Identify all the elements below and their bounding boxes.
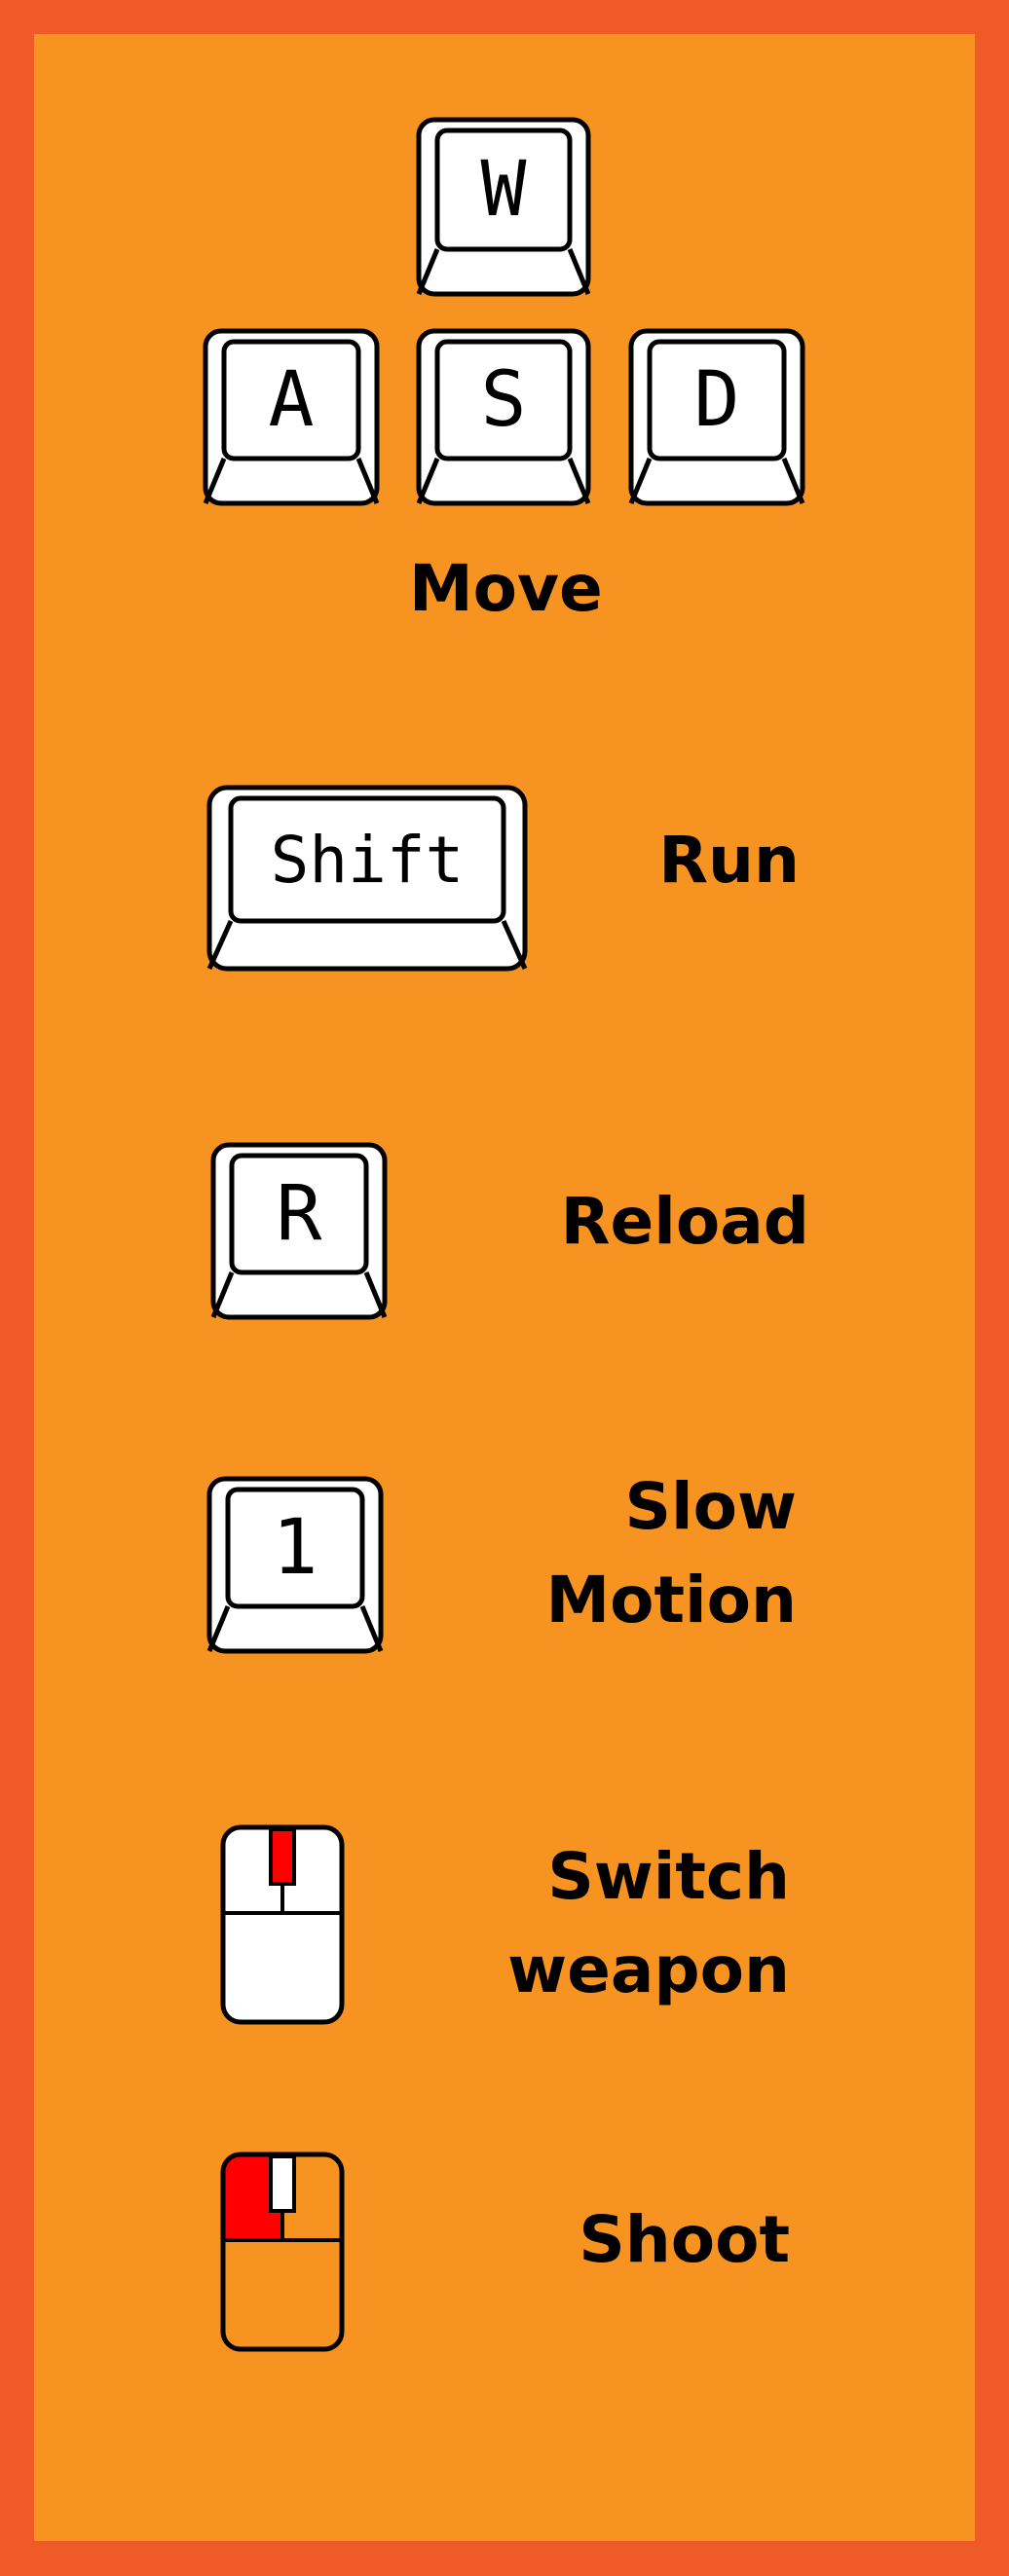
key-shift: Shift — [206, 785, 528, 972]
move-label: Move — [409, 551, 603, 626]
switch-weapon-label: Switch weapon — [507, 1830, 790, 2017]
key-a: A — [203, 328, 380, 506]
key-s: S — [416, 328, 591, 506]
key-w: W — [416, 117, 591, 297]
run-label: Run — [658, 823, 800, 898]
mouse-left-button-icon — [220, 2152, 345, 2352]
key-1-label: 1 — [272, 1504, 318, 1592]
key-d: D — [628, 328, 805, 506]
slow-motion-label: Slow Motion — [545, 1460, 797, 1647]
switch-weapon-label-line1: Switch — [547, 1839, 790, 1914]
key-r: R — [210, 1142, 388, 1320]
slow-motion-label-line1: Slow — [624, 1469, 797, 1544]
key-s-label: S — [480, 356, 527, 444]
key-r-label: R — [276, 1170, 322, 1258]
key-1: 1 — [206, 1476, 384, 1654]
slow-motion-label-line2: Motion — [545, 1563, 797, 1638]
key-w-label: W — [480, 146, 527, 234]
key-shift-label: Shift — [270, 822, 465, 898]
mouse-scroll-wheel-icon — [220, 1824, 345, 2025]
switch-weapon-label-line2: weapon — [507, 1932, 790, 2007]
shoot-label: Shoot — [579, 2202, 790, 2277]
key-a-label: A — [268, 356, 315, 444]
key-d-label: D — [693, 356, 740, 444]
reload-label: Reload — [560, 1184, 809, 1259]
